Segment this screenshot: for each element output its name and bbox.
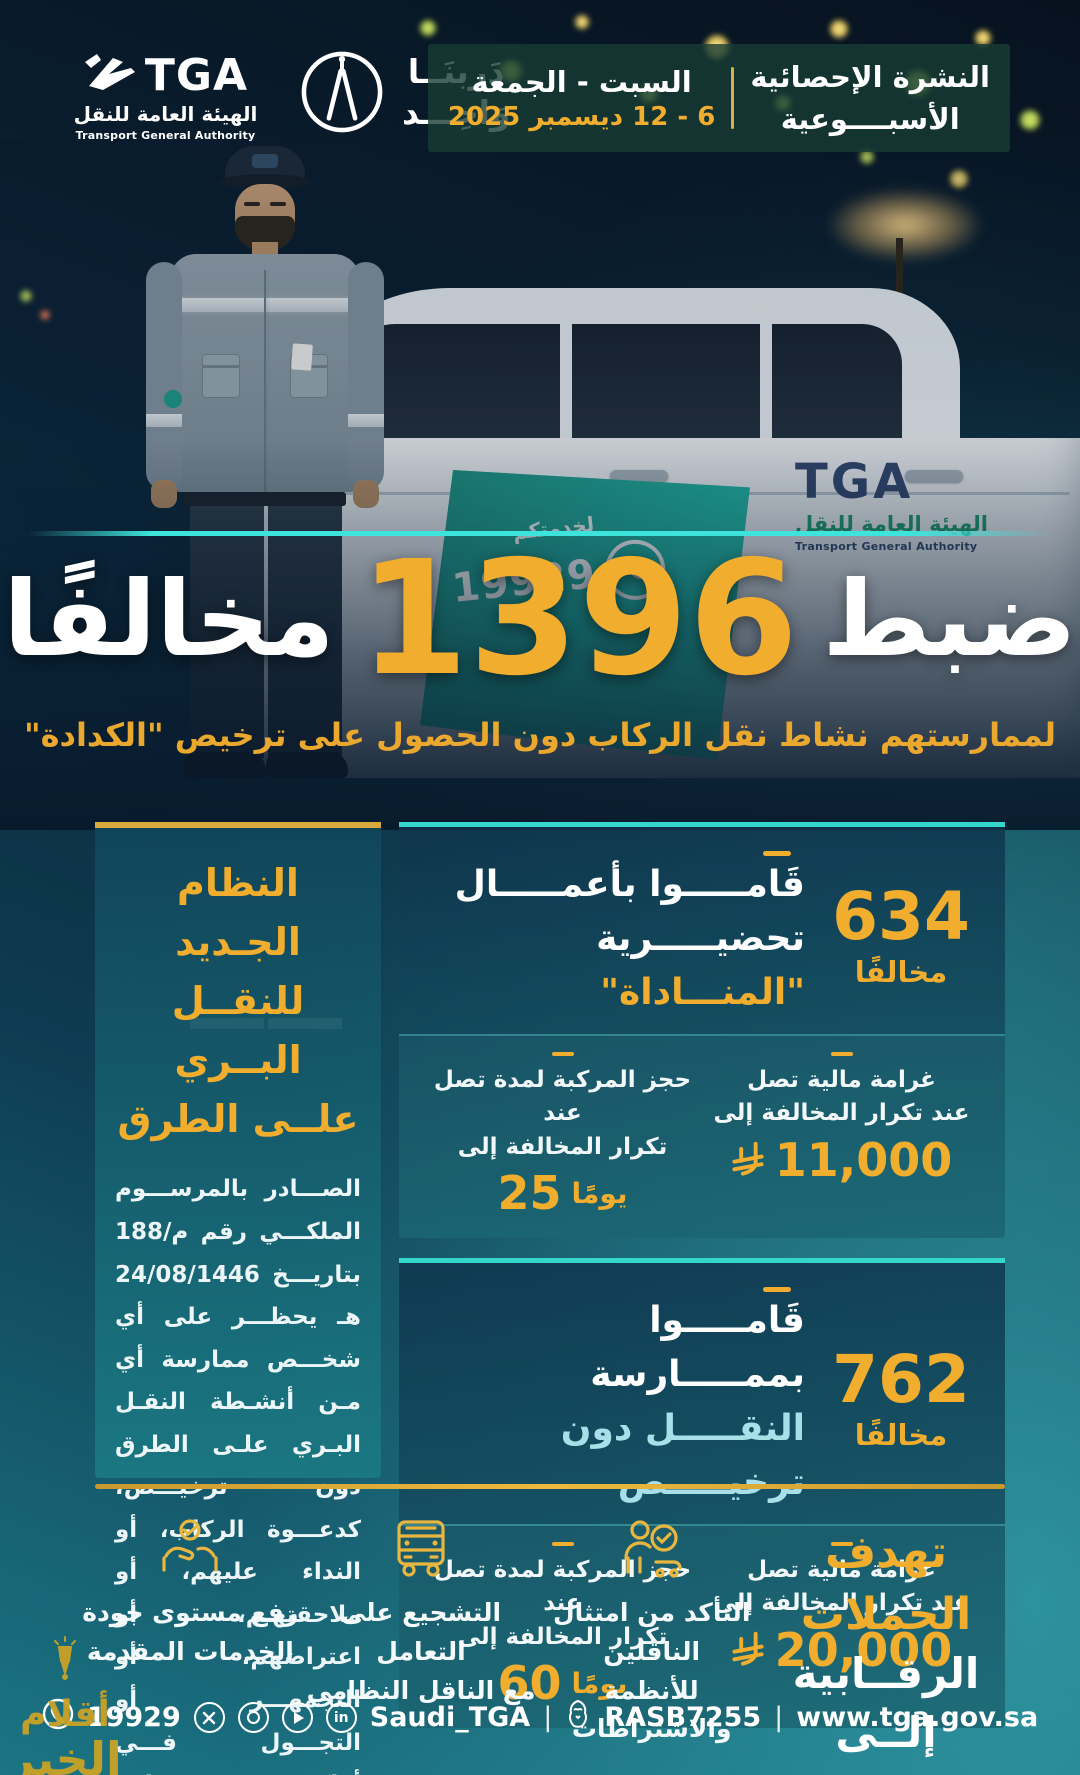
tga-abbr: TGA	[144, 50, 249, 101]
headline-number: 1396	[358, 527, 799, 711]
tga-logo-icon	[83, 52, 137, 100]
falcon-icon	[565, 1699, 591, 1736]
service-quality-hands-icon	[154, 1512, 226, 1584]
tga-name-arabic: الهيئة العامة للنقل	[73, 102, 258, 126]
gold-divider-line	[95, 1484, 1005, 1489]
instagram-icon	[237, 1702, 269, 1733]
footer-handle: Saudi_TGA	[369, 1702, 531, 1733]
impound-column: حجز المركبة لمدة تصل عند تكرار المخالفة …	[423, 1052, 702, 1216]
footer-website: www.tga.gov.sa	[796, 1702, 1039, 1733]
gold-dash	[763, 851, 791, 856]
stat-desc-highlight: "المنـــاداة"	[600, 972, 805, 1013]
fine-line1: غرامة مالية تصل	[747, 1067, 936, 1093]
stat-box-munadah: 634 مخالفًا قَامـــــوا بأعمـــــال تحضي…	[399, 822, 1005, 1239]
fine-line2: عند تكرار المخالفة إلى	[713, 1100, 970, 1127]
badge-days: السبت - الجمعة	[471, 65, 692, 100]
goal-line1: رفع مستوى جودة	[82, 1598, 299, 1627]
stat-desc-line2: تحضيـــــرية "المنـــاداة"	[596, 918, 805, 1013]
footer-separator: |	[774, 1702, 784, 1733]
new-law-panel: النظام الجـديد للنقــل البــري علــى الط…	[95, 822, 381, 1775]
street-lamp-glow	[830, 190, 980, 260]
footer-address-code: RASB7255	[604, 1702, 762, 1733]
badge-title-line2: الأسبــــوعية	[780, 102, 960, 137]
carrier-compliance-check-icon	[616, 1512, 688, 1584]
headline-subtitle: لممارستهم نشاط نقل الركاب دون الحصول على…	[23, 716, 1057, 754]
goal-line1: التشجيع على التعامل	[340, 1598, 502, 1666]
photo-scene: لخدمتكم 19929 TGA الهيئة العامة للنقل Tr…	[0, 140, 1080, 1029]
impound-line1: حجز المركبة لمدة تصل عند	[433, 1067, 692, 1127]
linkedin-icon: in	[325, 1702, 357, 1733]
gold-dash	[830, 1052, 853, 1056]
badge-separator	[731, 67, 735, 130]
stat-desc-line2: النقـــــل دون ترخيـــــص	[560, 1408, 805, 1504]
stat-number: 634	[832, 877, 970, 955]
stat-number: 762	[832, 1340, 970, 1418]
law-title-line1: النظام الجـديد	[175, 861, 301, 964]
impound-amount: 25	[497, 1166, 562, 1221]
badge-dates: 6 ‏- 12 ديسمبر 2025	[447, 101, 716, 132]
road-circle-icon	[300, 50, 384, 134]
badge-title-line1: النشرة الإحصائية	[750, 60, 990, 94]
stat-desc-line1: قَامـــــوا بممـــــارسة	[590, 1300, 805, 1396]
headline-prefix: ضبط	[822, 557, 1077, 680]
watermark-line1: أقلام	[20, 1693, 110, 1735]
headline-suffix: مخالفًا	[3, 557, 335, 680]
bulletin-badge: النشرة الإحصائية الأسبــــوعية السبت - ا…	[427, 44, 1010, 153]
gold-dash	[763, 1287, 791, 1293]
tga-logo: TGA الهيئة العامة للنقل Transport Genera…	[58, 50, 273, 143]
tga-name-english: Transport General Authority	[75, 129, 256, 142]
footer-separator: |	[543, 1702, 553, 1733]
law-title-line2: للنقــل البــري	[171, 978, 305, 1082]
fine-column: غرامة مالية تصل عند تكرار المخالفة إلى 1…	[702, 1052, 981, 1216]
stat-unit: مخالفًا	[854, 1418, 948, 1453]
stats-section: 634 مخالفًا قَامـــــوا بأعمـــــال تحضي…	[95, 822, 1005, 1775]
goal-line1: التأكد من امتثال الناقلين	[552, 1598, 751, 1666]
headline: ضبط 1396 مخالفًا	[0, 540, 1080, 698]
fine-amount: 11,000	[774, 1132, 953, 1187]
header: TGA الهيئة العامة للنقل Transport Genera…	[0, 0, 1080, 153]
stat-desc-line1: قَامـــــوا بأعمـــــال	[454, 864, 805, 905]
impound-unit: يومًا	[571, 1176, 628, 1210]
x-social-icon	[193, 1702, 225, 1733]
stat-unit: مخالفًا	[854, 955, 948, 990]
footer-contact-bar: 19929 in Saudi_TGA | RASB7255 | www.tga.…	[0, 1698, 1080, 1737]
gold-dash	[551, 1052, 574, 1056]
bus-icon	[385, 1512, 457, 1584]
saudi-riyal-icon	[731, 1141, 765, 1179]
impound-line2: تكرار المخالفة إلى	[457, 1133, 668, 1160]
pen-icon	[54, 1635, 76, 1680]
watermark-line2: الخبر	[8, 1732, 122, 1775]
aqlam-alkhabar-watermark: أقلام الخبر	[0, 1635, 150, 1775]
youtube-icon	[281, 1702, 313, 1733]
goals-title-line1: تهدف الحملات	[800, 1527, 972, 1640]
goal-item-legal-carrier: التشجيع على التعامل مع الناقل النظامي	[306, 1512, 537, 1710]
law-title-line3: علــى الطرق	[117, 1096, 359, 1141]
